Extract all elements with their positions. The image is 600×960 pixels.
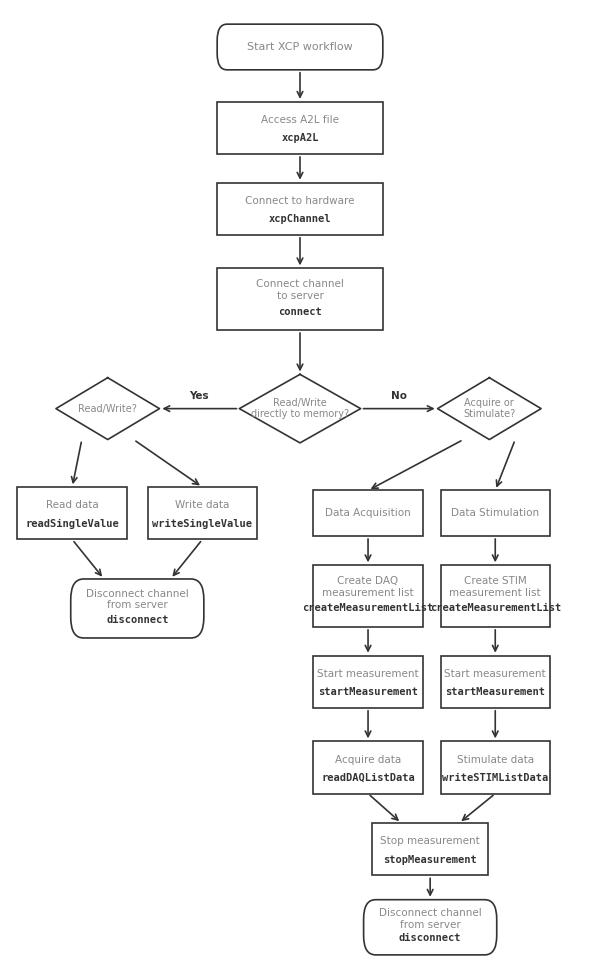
Text: Stimulate data: Stimulate data xyxy=(457,755,534,764)
Text: Create DAQ
measurement list: Create DAQ measurement list xyxy=(322,576,414,598)
Text: startMeasurement: startMeasurement xyxy=(445,687,545,697)
FancyBboxPatch shape xyxy=(364,900,497,955)
Bar xyxy=(217,268,383,330)
Bar xyxy=(217,182,383,235)
Text: startMeasurement: startMeasurement xyxy=(318,687,418,697)
Bar xyxy=(17,487,127,540)
Bar xyxy=(440,741,550,794)
Text: Stop measurement: Stop measurement xyxy=(380,836,480,847)
Bar xyxy=(313,565,423,627)
Text: readSingleValue: readSingleValue xyxy=(25,518,119,529)
Text: xcpA2L: xcpA2L xyxy=(281,133,319,143)
Text: Read/Write
directly to memory?: Read/Write directly to memory? xyxy=(251,397,349,420)
Text: xcpChannel: xcpChannel xyxy=(269,214,331,225)
Text: No: No xyxy=(391,392,407,401)
FancyBboxPatch shape xyxy=(217,24,383,70)
Bar xyxy=(440,491,550,536)
Bar xyxy=(373,823,488,876)
Text: createMeasurementList: createMeasurementList xyxy=(302,604,434,613)
Text: Disconnect channel
from server: Disconnect channel from server xyxy=(379,908,482,930)
Bar xyxy=(313,741,423,794)
Bar xyxy=(313,491,423,536)
Text: Start measurement: Start measurement xyxy=(445,669,546,679)
Text: Yes: Yes xyxy=(190,392,209,401)
Text: Read data: Read data xyxy=(46,500,98,511)
Text: Acquire or
Stimulate?: Acquire or Stimulate? xyxy=(463,397,515,420)
Text: stopMeasurement: stopMeasurement xyxy=(383,854,477,865)
Text: Data Stimulation: Data Stimulation xyxy=(451,508,539,518)
Bar xyxy=(440,565,550,627)
Text: createMeasurementList: createMeasurementList xyxy=(430,604,561,613)
Text: Start measurement: Start measurement xyxy=(317,669,419,679)
Text: Connect to hardware: Connect to hardware xyxy=(245,196,355,206)
Text: Write data: Write data xyxy=(175,500,230,511)
Text: Acquire data: Acquire data xyxy=(335,755,401,764)
Text: readDAQListData: readDAQListData xyxy=(321,773,415,782)
Text: Data Acquisition: Data Acquisition xyxy=(325,508,411,518)
Text: Connect channel
to server: Connect channel to server xyxy=(256,279,344,300)
Bar xyxy=(148,487,257,540)
Text: Access A2L file: Access A2L file xyxy=(261,115,339,125)
Text: writeSTIMListData: writeSTIMListData xyxy=(442,773,548,782)
Text: connect: connect xyxy=(278,306,322,317)
Bar xyxy=(440,656,550,708)
FancyBboxPatch shape xyxy=(71,579,204,638)
Text: Read/Write?: Read/Write? xyxy=(78,403,137,414)
Bar xyxy=(313,656,423,708)
Text: Create STIM
measurement list: Create STIM measurement list xyxy=(449,576,541,598)
Bar xyxy=(217,102,383,154)
Text: disconnect: disconnect xyxy=(106,615,169,625)
Text: Disconnect channel
from server: Disconnect channel from server xyxy=(86,588,188,611)
Text: disconnect: disconnect xyxy=(399,933,461,944)
Text: Start XCP workflow: Start XCP workflow xyxy=(247,42,353,52)
Text: writeSingleValue: writeSingleValue xyxy=(152,518,253,529)
